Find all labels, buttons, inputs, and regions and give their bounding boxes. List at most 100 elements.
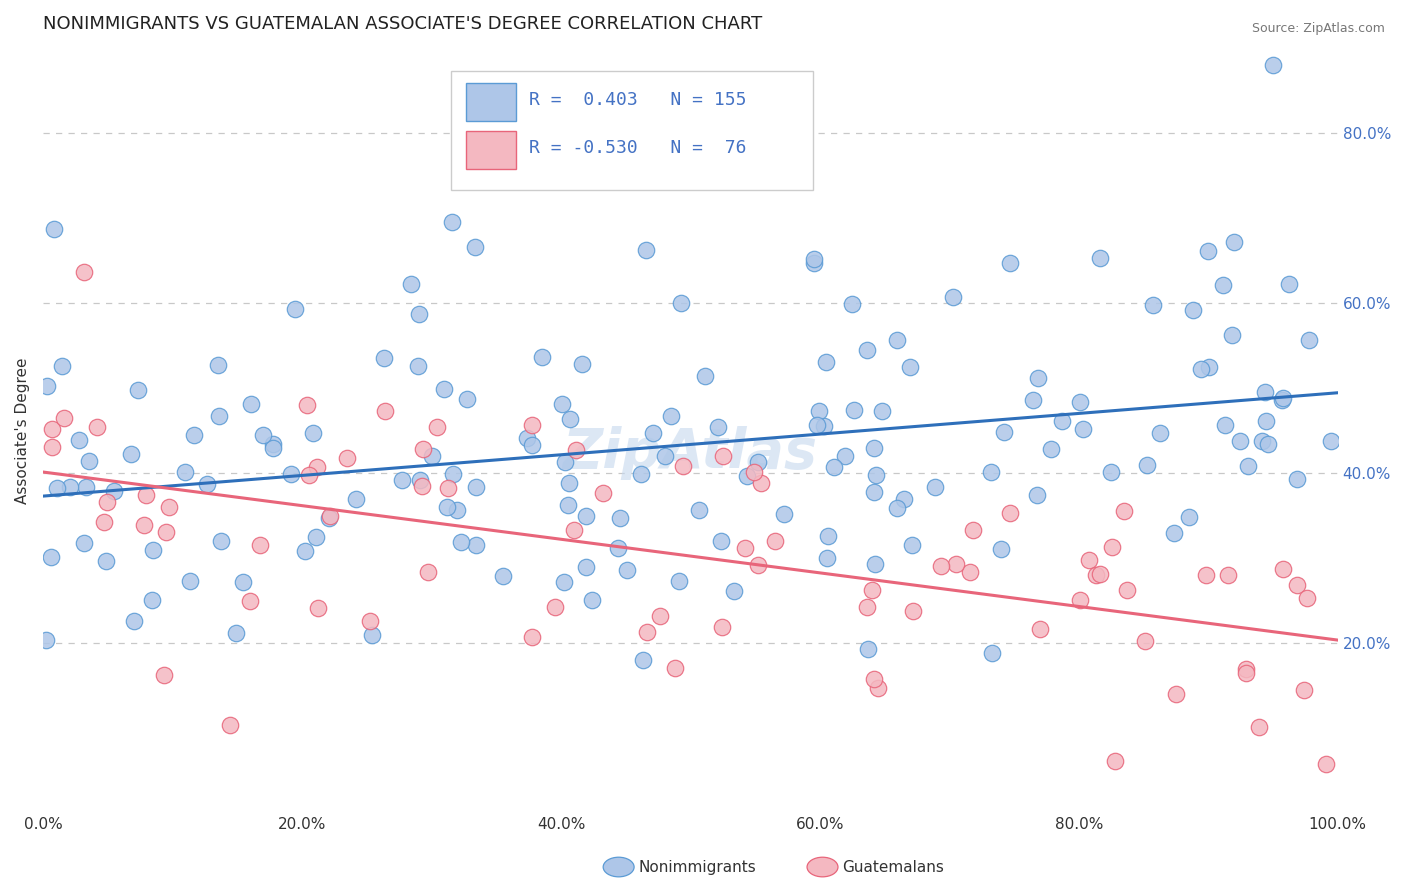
Point [1263,58,1285,72]
Point [557,476,579,491]
Point [737,469,759,483]
Point [865,557,887,571]
Text: ZipAtlas: ZipAtlas [562,426,818,481]
Point [174,466,197,480]
Point [834,449,856,463]
Point [1136,458,1159,473]
Point [808,404,831,418]
Point [1039,442,1062,456]
Point [305,530,328,544]
Point [35,633,58,648]
Point [59,480,82,494]
Point [664,661,686,675]
Point [855,343,877,358]
Point [440,214,463,228]
Point [252,427,274,442]
Point [336,450,359,465]
Point [1251,434,1274,448]
Point [856,600,879,615]
Point [406,359,429,373]
Point [654,450,676,464]
Point [195,476,218,491]
Point [711,449,734,463]
Point [815,355,838,369]
Point [858,641,880,656]
Point [1320,434,1343,448]
Point [218,717,240,731]
Point [153,668,176,682]
Point [723,584,745,599]
Point [844,402,866,417]
Point [1069,395,1091,409]
Point [520,631,543,645]
Point [86,420,108,434]
Point [391,473,413,487]
Point [344,491,367,506]
Point [239,593,262,607]
Point [412,442,434,457]
Point [373,351,395,365]
Point [464,240,486,254]
Point [1234,662,1257,676]
Point [929,558,952,573]
Point [446,502,468,516]
Point [636,624,658,639]
Point [886,333,908,347]
Point [262,436,284,450]
Point [77,454,100,468]
Point [1085,567,1108,582]
Point [456,392,478,406]
Point [142,543,165,558]
Point [711,620,734,634]
Point [183,428,205,442]
Point [643,426,665,441]
Point [408,307,430,321]
Point [155,524,177,539]
Point [302,425,325,440]
Point [37,379,59,393]
Point [571,357,593,371]
Point [1104,754,1126,768]
Point [903,604,925,618]
Point [240,397,263,411]
Point [399,277,422,291]
Point [1298,334,1320,348]
Point [1078,552,1101,566]
Point [981,646,1004,660]
Point [1315,757,1337,772]
Point [562,523,585,537]
Point [661,409,683,424]
Point [1099,465,1122,479]
Point [942,290,965,304]
Point [232,574,254,589]
Point [179,574,201,589]
Point [803,252,825,267]
Point [1149,426,1171,441]
Point [436,500,458,515]
Point [575,508,598,523]
Point [815,551,838,566]
Point [318,511,340,525]
Point [1272,562,1295,576]
Point [606,541,628,555]
Point [94,554,117,568]
Point [284,302,307,317]
Point [544,599,567,614]
Point [298,467,321,482]
Point [127,383,149,397]
Point [901,538,924,552]
Point [1022,393,1045,408]
Point [631,653,654,667]
Point [841,297,863,311]
Point [763,534,786,549]
Point [1178,509,1201,524]
Point [806,417,828,432]
Text: NONIMMIGRANTS VS GUATEMALAN ASSOCIATE'S DEGREE CORRELATION CHART: NONIMMIGRANTS VS GUATEMALAN ASSOCIATE'S … [44,15,762,33]
Point [96,495,118,509]
Point [1254,384,1277,399]
Point [1212,278,1234,293]
Point [900,360,922,375]
Point [709,534,731,549]
Point [1142,298,1164,312]
FancyBboxPatch shape [467,131,516,169]
